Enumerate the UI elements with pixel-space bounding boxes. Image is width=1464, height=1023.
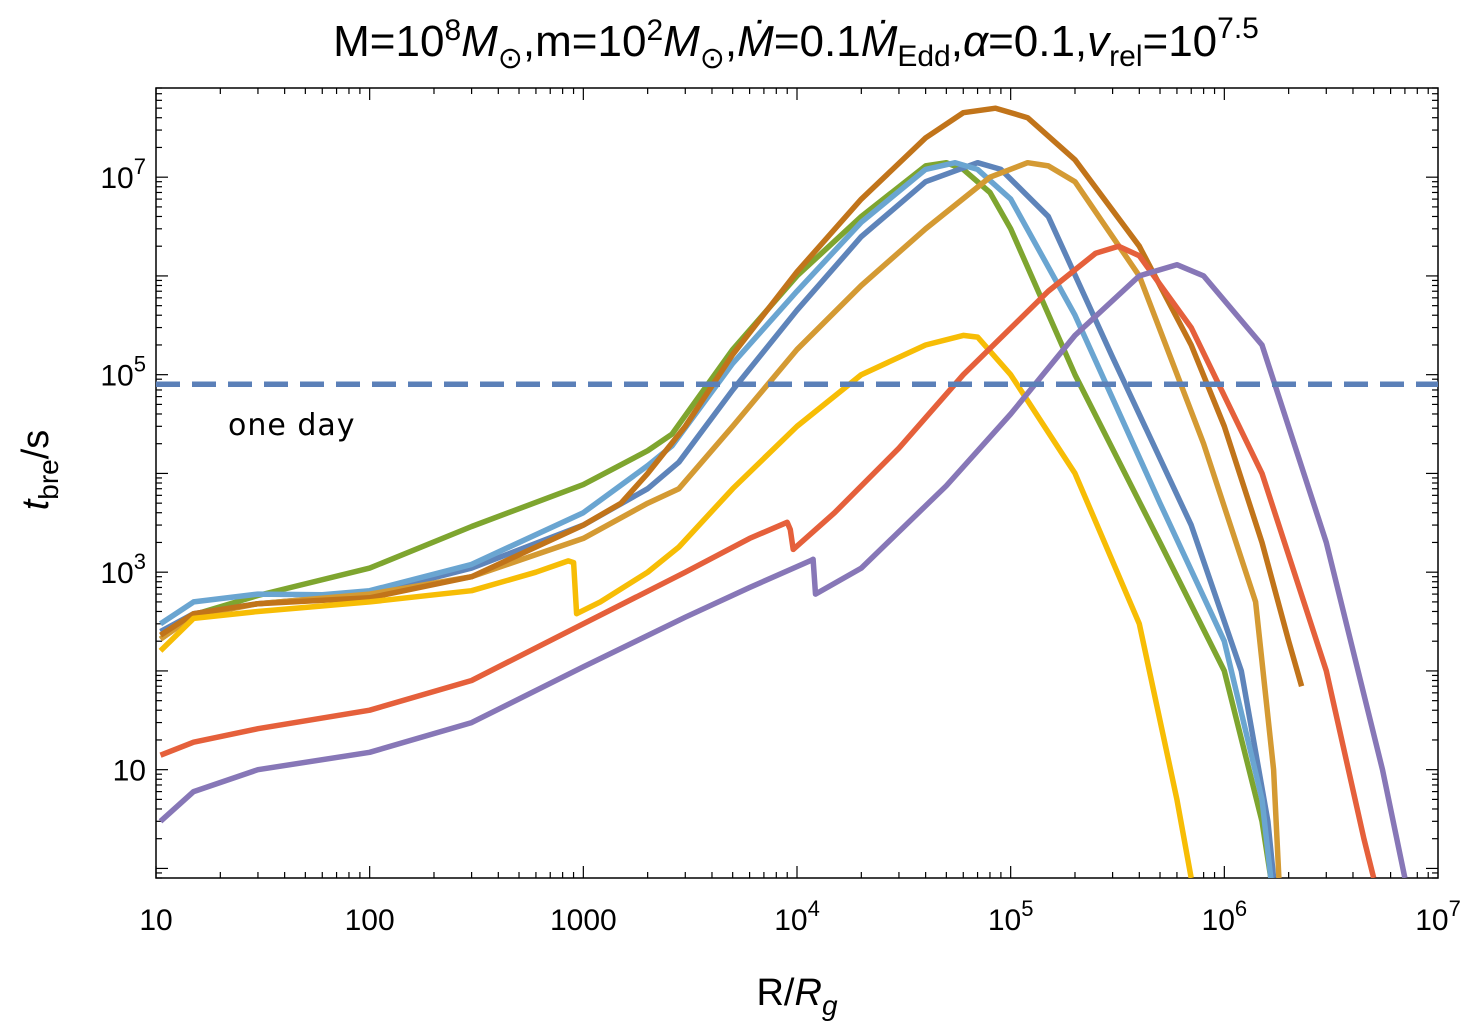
reference-line-label: one day — [228, 408, 356, 443]
x-tick-label: 104 — [774, 896, 820, 937]
x-tick-label: 105 — [988, 896, 1034, 937]
y-axis-label: tbre/s — [15, 430, 64, 511]
axis-ticks — [155, 87, 1438, 879]
series-line-5 — [159, 105, 1305, 687]
x-axis-label: R/Rg — [756, 972, 837, 1021]
series-line-6 — [158, 332, 1194, 878]
x-tick-label: 100 — [345, 904, 395, 937]
x-tick-label: 107 — [1415, 896, 1461, 937]
series-line-4 — [158, 159, 1282, 878]
x-tick-label: 10 — [139, 904, 172, 937]
y-tick-label: 10 — [113, 755, 146, 788]
series-line-3 — [158, 159, 1274, 878]
series-line-2 — [159, 159, 1277, 878]
axis-tick-labels: 10 100 1000 104 105 106 107 10 103 105 107 — [100, 154, 1460, 937]
y-tick-label: 103 — [100, 549, 146, 590]
y-tick-label: 107 — [100, 154, 146, 195]
y-tick-label: 105 — [100, 352, 146, 393]
x-tick-label: 106 — [1202, 896, 1248, 937]
x-tick-label: 1000 — [550, 904, 617, 937]
series-line-7 — [159, 243, 1377, 878]
series-lines — [158, 105, 1408, 878]
series-line-8 — [158, 261, 1408, 878]
chart-title: M=108M⊙,m=102M⊙,Ṁ=0.1ṀEdd,α=0.1,vrel=107… — [333, 12, 1259, 75]
series-line-1 — [158, 159, 1274, 878]
